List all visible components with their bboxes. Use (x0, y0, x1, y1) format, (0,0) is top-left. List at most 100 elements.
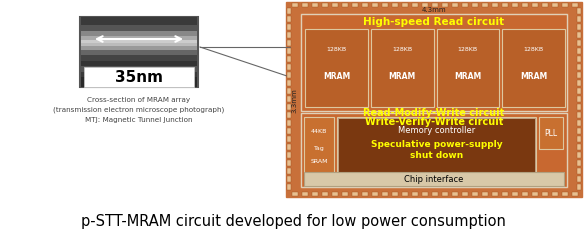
Bar (577, 9, 581, 15)
Bar (81, 73, 197, 78)
Bar (362, 192, 368, 196)
Bar (442, 192, 448, 196)
Bar (322, 192, 328, 196)
Bar (577, 152, 581, 158)
Bar (577, 136, 581, 142)
Bar (287, 33, 291, 39)
Bar (577, 49, 581, 55)
Bar (302, 4, 308, 8)
Bar (502, 192, 508, 196)
Bar (287, 65, 291, 71)
Text: Read-Modify-Write circuit: Read-Modify-Write circuit (363, 108, 505, 117)
Bar (422, 4, 428, 8)
Bar (552, 4, 558, 8)
Text: Memory controller: Memory controller (398, 125, 475, 134)
Bar (81, 37, 197, 41)
Bar (577, 176, 581, 182)
Bar (287, 57, 291, 63)
Text: SRAM: SRAM (311, 158, 328, 164)
Text: Chip interface: Chip interface (404, 175, 464, 184)
Bar (577, 168, 581, 174)
Text: Tag: Tag (313, 146, 325, 151)
Bar (577, 160, 581, 166)
Bar (472, 192, 478, 196)
Bar (371, 30, 434, 108)
Bar (532, 192, 538, 196)
Bar (382, 4, 388, 8)
Bar (287, 17, 291, 23)
Text: MRAM: MRAM (520, 72, 547, 81)
Bar (342, 4, 348, 8)
Bar (286, 3, 582, 197)
Bar (512, 192, 518, 196)
Bar (522, 4, 528, 8)
Bar (287, 144, 291, 150)
Bar (577, 65, 581, 71)
Text: 128KB: 128KB (326, 47, 346, 52)
Bar (372, 192, 378, 196)
Text: MRAM: MRAM (323, 72, 350, 81)
Bar (287, 112, 291, 118)
Bar (502, 30, 565, 108)
Bar (81, 56, 197, 62)
Bar (432, 192, 438, 196)
Bar (502, 4, 508, 8)
Bar (362, 4, 368, 8)
Bar (81, 51, 197, 56)
Bar (482, 192, 488, 196)
Bar (287, 25, 291, 31)
Bar (287, 89, 291, 95)
Bar (577, 89, 581, 95)
Bar (338, 118, 535, 172)
Bar (382, 192, 388, 196)
Bar (301, 15, 567, 112)
Bar (562, 4, 568, 8)
Bar (412, 192, 418, 196)
Bar (492, 4, 498, 8)
Bar (577, 105, 581, 111)
Bar (287, 160, 291, 166)
Text: MTJ: Magnetic Tunnel Junction: MTJ: Magnetic Tunnel Junction (85, 117, 193, 123)
Bar (300, 14, 568, 188)
Bar (287, 184, 291, 190)
Bar (287, 120, 291, 126)
Bar (287, 97, 291, 103)
Bar (392, 4, 398, 8)
Bar (80, 18, 198, 88)
Text: p-STT-MRAM circuit developed for low power consumption: p-STT-MRAM circuit developed for low pow… (81, 214, 506, 229)
Bar (81, 41, 197, 44)
Bar (572, 192, 578, 196)
Bar (392, 192, 398, 196)
Bar (577, 33, 581, 39)
Bar (305, 30, 367, 108)
Bar (287, 105, 291, 111)
Bar (342, 192, 348, 196)
Bar (577, 81, 581, 87)
Bar (412, 4, 418, 8)
Bar (81, 62, 197, 67)
Bar (287, 152, 291, 158)
Text: (transmission electron microscope photograph): (transmission electron microscope photog… (53, 106, 225, 113)
Bar (542, 192, 548, 196)
Bar (482, 4, 488, 8)
Bar (287, 168, 291, 174)
Bar (287, 9, 291, 15)
Bar (577, 25, 581, 31)
Text: PLL: PLL (544, 129, 558, 138)
Bar (442, 4, 448, 8)
Text: MRAM: MRAM (389, 72, 416, 81)
Text: High-speed Read circuit: High-speed Read circuit (363, 17, 505, 27)
Bar (322, 4, 328, 8)
Bar (287, 136, 291, 142)
Bar (332, 192, 338, 196)
Bar (304, 172, 564, 186)
Bar (84, 68, 194, 88)
Text: Write-Verify-Write circuit: Write-Verify-Write circuit (365, 117, 503, 126)
Text: 4.3mm: 4.3mm (421, 7, 446, 13)
Bar (292, 192, 298, 196)
Bar (81, 67, 197, 73)
Bar (532, 4, 538, 8)
Bar (81, 32, 197, 37)
Bar (462, 4, 468, 8)
Bar (452, 192, 458, 196)
